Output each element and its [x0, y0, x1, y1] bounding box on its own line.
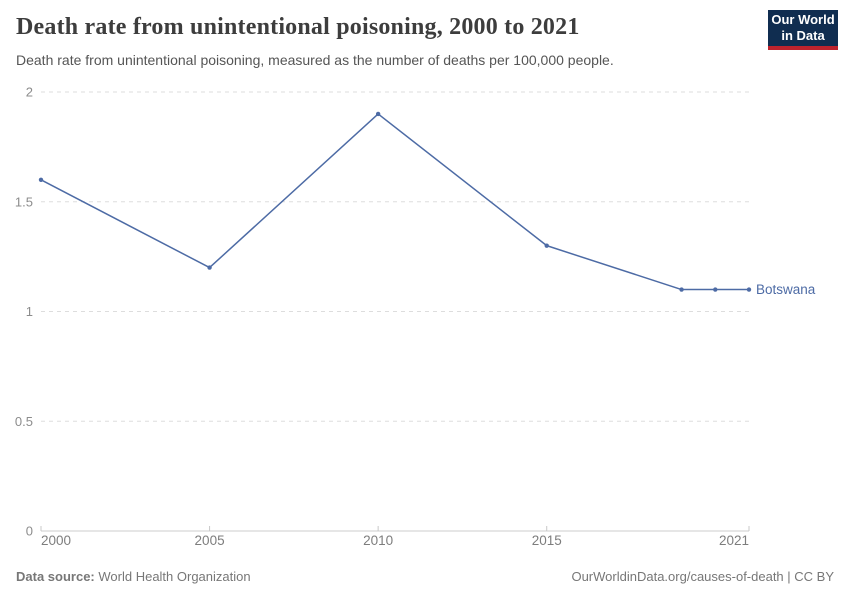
data-source-note: Data source: World Health Organization: [16, 569, 251, 584]
x-tick-label: 2010: [363, 533, 393, 548]
y-tick-label: 2: [26, 85, 33, 100]
series-label: Botswana: [756, 282, 816, 297]
x-tick-label: 2015: [532, 533, 562, 548]
data-source-label: Data source:: [16, 569, 95, 584]
owid-logo[interactable]: Our World in Data: [768, 10, 838, 50]
data-point-marker: [38, 177, 44, 182]
chart-subtitle: Death rate from unintentional poisoning,…: [16, 52, 614, 68]
data-point-marker: [544, 243, 549, 248]
chart-footer: Data source: World Health Organization O…: [16, 569, 834, 584]
y-tick-label: 0: [26, 524, 33, 539]
owid-logo-line1: Our World: [771, 11, 835, 27]
data-point-marker: [713, 287, 718, 292]
chart-title: Death rate from unintentional poisoning,…: [16, 14, 580, 40]
data-point-marker: [207, 265, 212, 270]
data-point-marker: [746, 287, 752, 292]
data-point-marker: [375, 111, 381, 117]
y-tick-label: 0.5: [15, 414, 33, 429]
x-tick-label: 2000: [41, 533, 71, 548]
data-source-value: World Health Organization: [98, 569, 251, 584]
owid-logo-line2: in Data: [781, 28, 825, 43]
x-tick-label: 2005: [195, 533, 225, 548]
y-tick-label: 1: [26, 304, 33, 319]
data-point-marker: [679, 287, 684, 292]
line-chart-plot-area: 0 0.5 1 1.5 2 2000 2005 2010 2015 2021 Botswana: [15, 85, 816, 549]
x-tick-label: 2021: [719, 533, 749, 548]
credit-link[interactable]: OurWorldinData.org/causes-of-death | CC …: [571, 569, 834, 584]
y-tick-label: 1.5: [15, 194, 33, 209]
